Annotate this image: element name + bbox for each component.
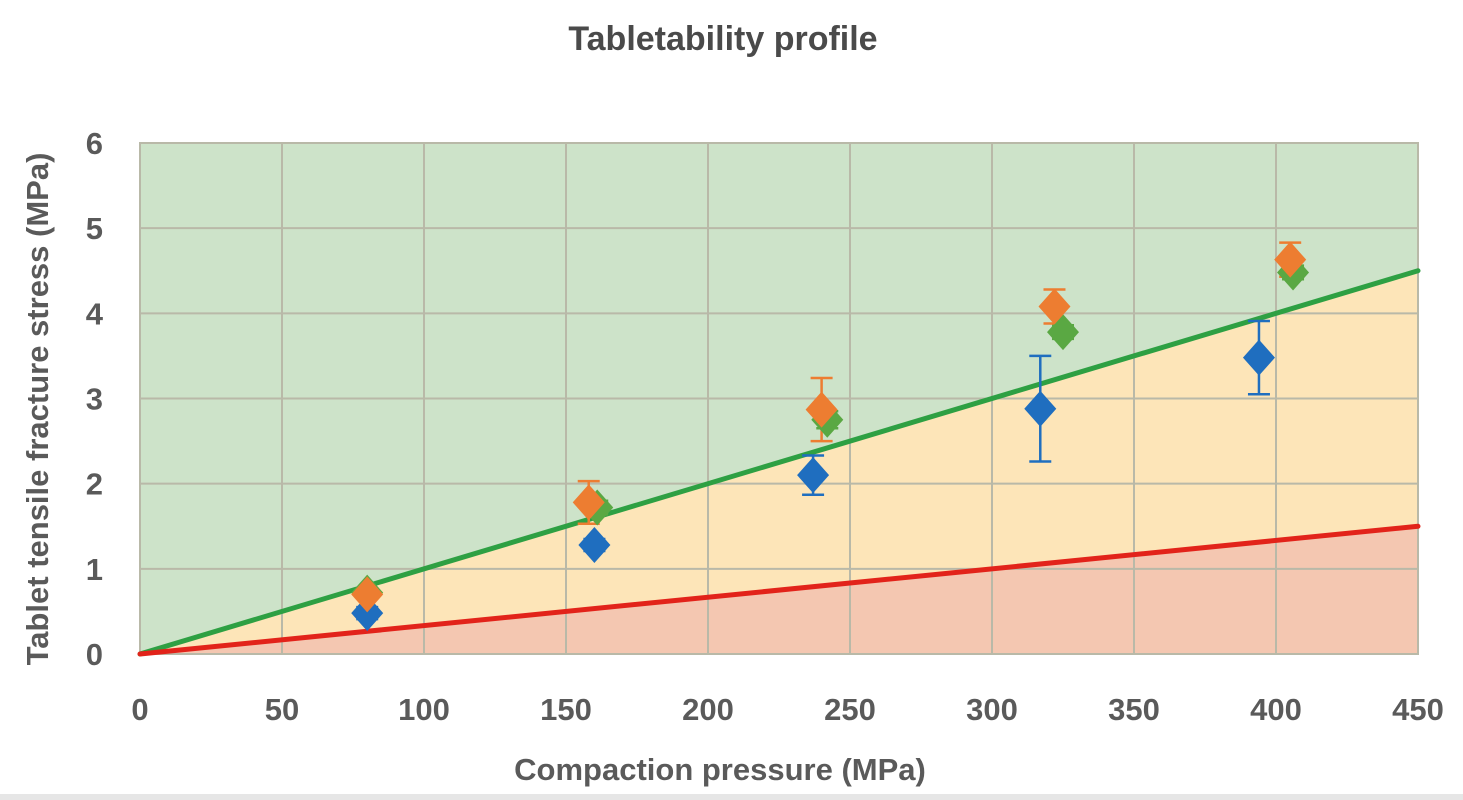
data-point-blue bbox=[1024, 390, 1057, 427]
x-tick-label: 0 bbox=[131, 692, 148, 727]
x-axis-title: Compaction pressure (MPa) bbox=[514, 752, 926, 787]
plot-border bbox=[139, 142, 1419, 655]
x-tick-label: 400 bbox=[1250, 692, 1302, 727]
data-point-blue bbox=[797, 457, 830, 494]
data-point-orange bbox=[1038, 288, 1071, 325]
grid bbox=[139, 142, 1419, 655]
y-tick-label: 3 bbox=[86, 382, 103, 417]
y-tick-label: 2 bbox=[86, 467, 103, 502]
x-tick-label: 300 bbox=[966, 692, 1018, 727]
x-tick-label: 50 bbox=[265, 692, 299, 727]
data-points bbox=[351, 241, 1310, 632]
y-tick-label: 1 bbox=[86, 552, 103, 587]
x-axis-ticks: 0 50 100 150 200 250 300 350 400 450 bbox=[131, 692, 1443, 727]
data-point-blue bbox=[1242, 339, 1275, 376]
y-axis-ticks: 0 1 2 3 4 5 6 bbox=[86, 126, 104, 672]
chart-title: Tabletability profile bbox=[568, 20, 877, 58]
x-tick-label: 250 bbox=[824, 692, 876, 727]
data-point-orange bbox=[1274, 241, 1307, 278]
x-tick-label: 450 bbox=[1392, 692, 1444, 727]
y-tick-label: 5 bbox=[86, 211, 103, 246]
data-point-orange bbox=[572, 484, 605, 521]
data-point-orange bbox=[351, 576, 384, 613]
red-threshold-line bbox=[137, 523, 1421, 657]
x-tick-label: 350 bbox=[1108, 692, 1160, 727]
y-tick-label: 0 bbox=[86, 637, 103, 672]
y-axis-title: Tablet tensile fracture stress (MPa) bbox=[20, 153, 55, 666]
bottom-strip bbox=[0, 794, 1463, 800]
threshold-lines bbox=[137, 268, 1421, 657]
y-tick-label: 6 bbox=[86, 126, 103, 161]
data-point-orange bbox=[805, 391, 838, 428]
data-point-blue bbox=[351, 595, 384, 632]
green-threshold-line bbox=[137, 268, 1421, 657]
y-tick-label: 4 bbox=[86, 296, 104, 331]
x-tick-label: 150 bbox=[540, 692, 592, 727]
data-point-blue bbox=[578, 526, 611, 563]
x-tick-label: 100 bbox=[398, 692, 450, 727]
x-tick-label: 200 bbox=[682, 692, 734, 727]
